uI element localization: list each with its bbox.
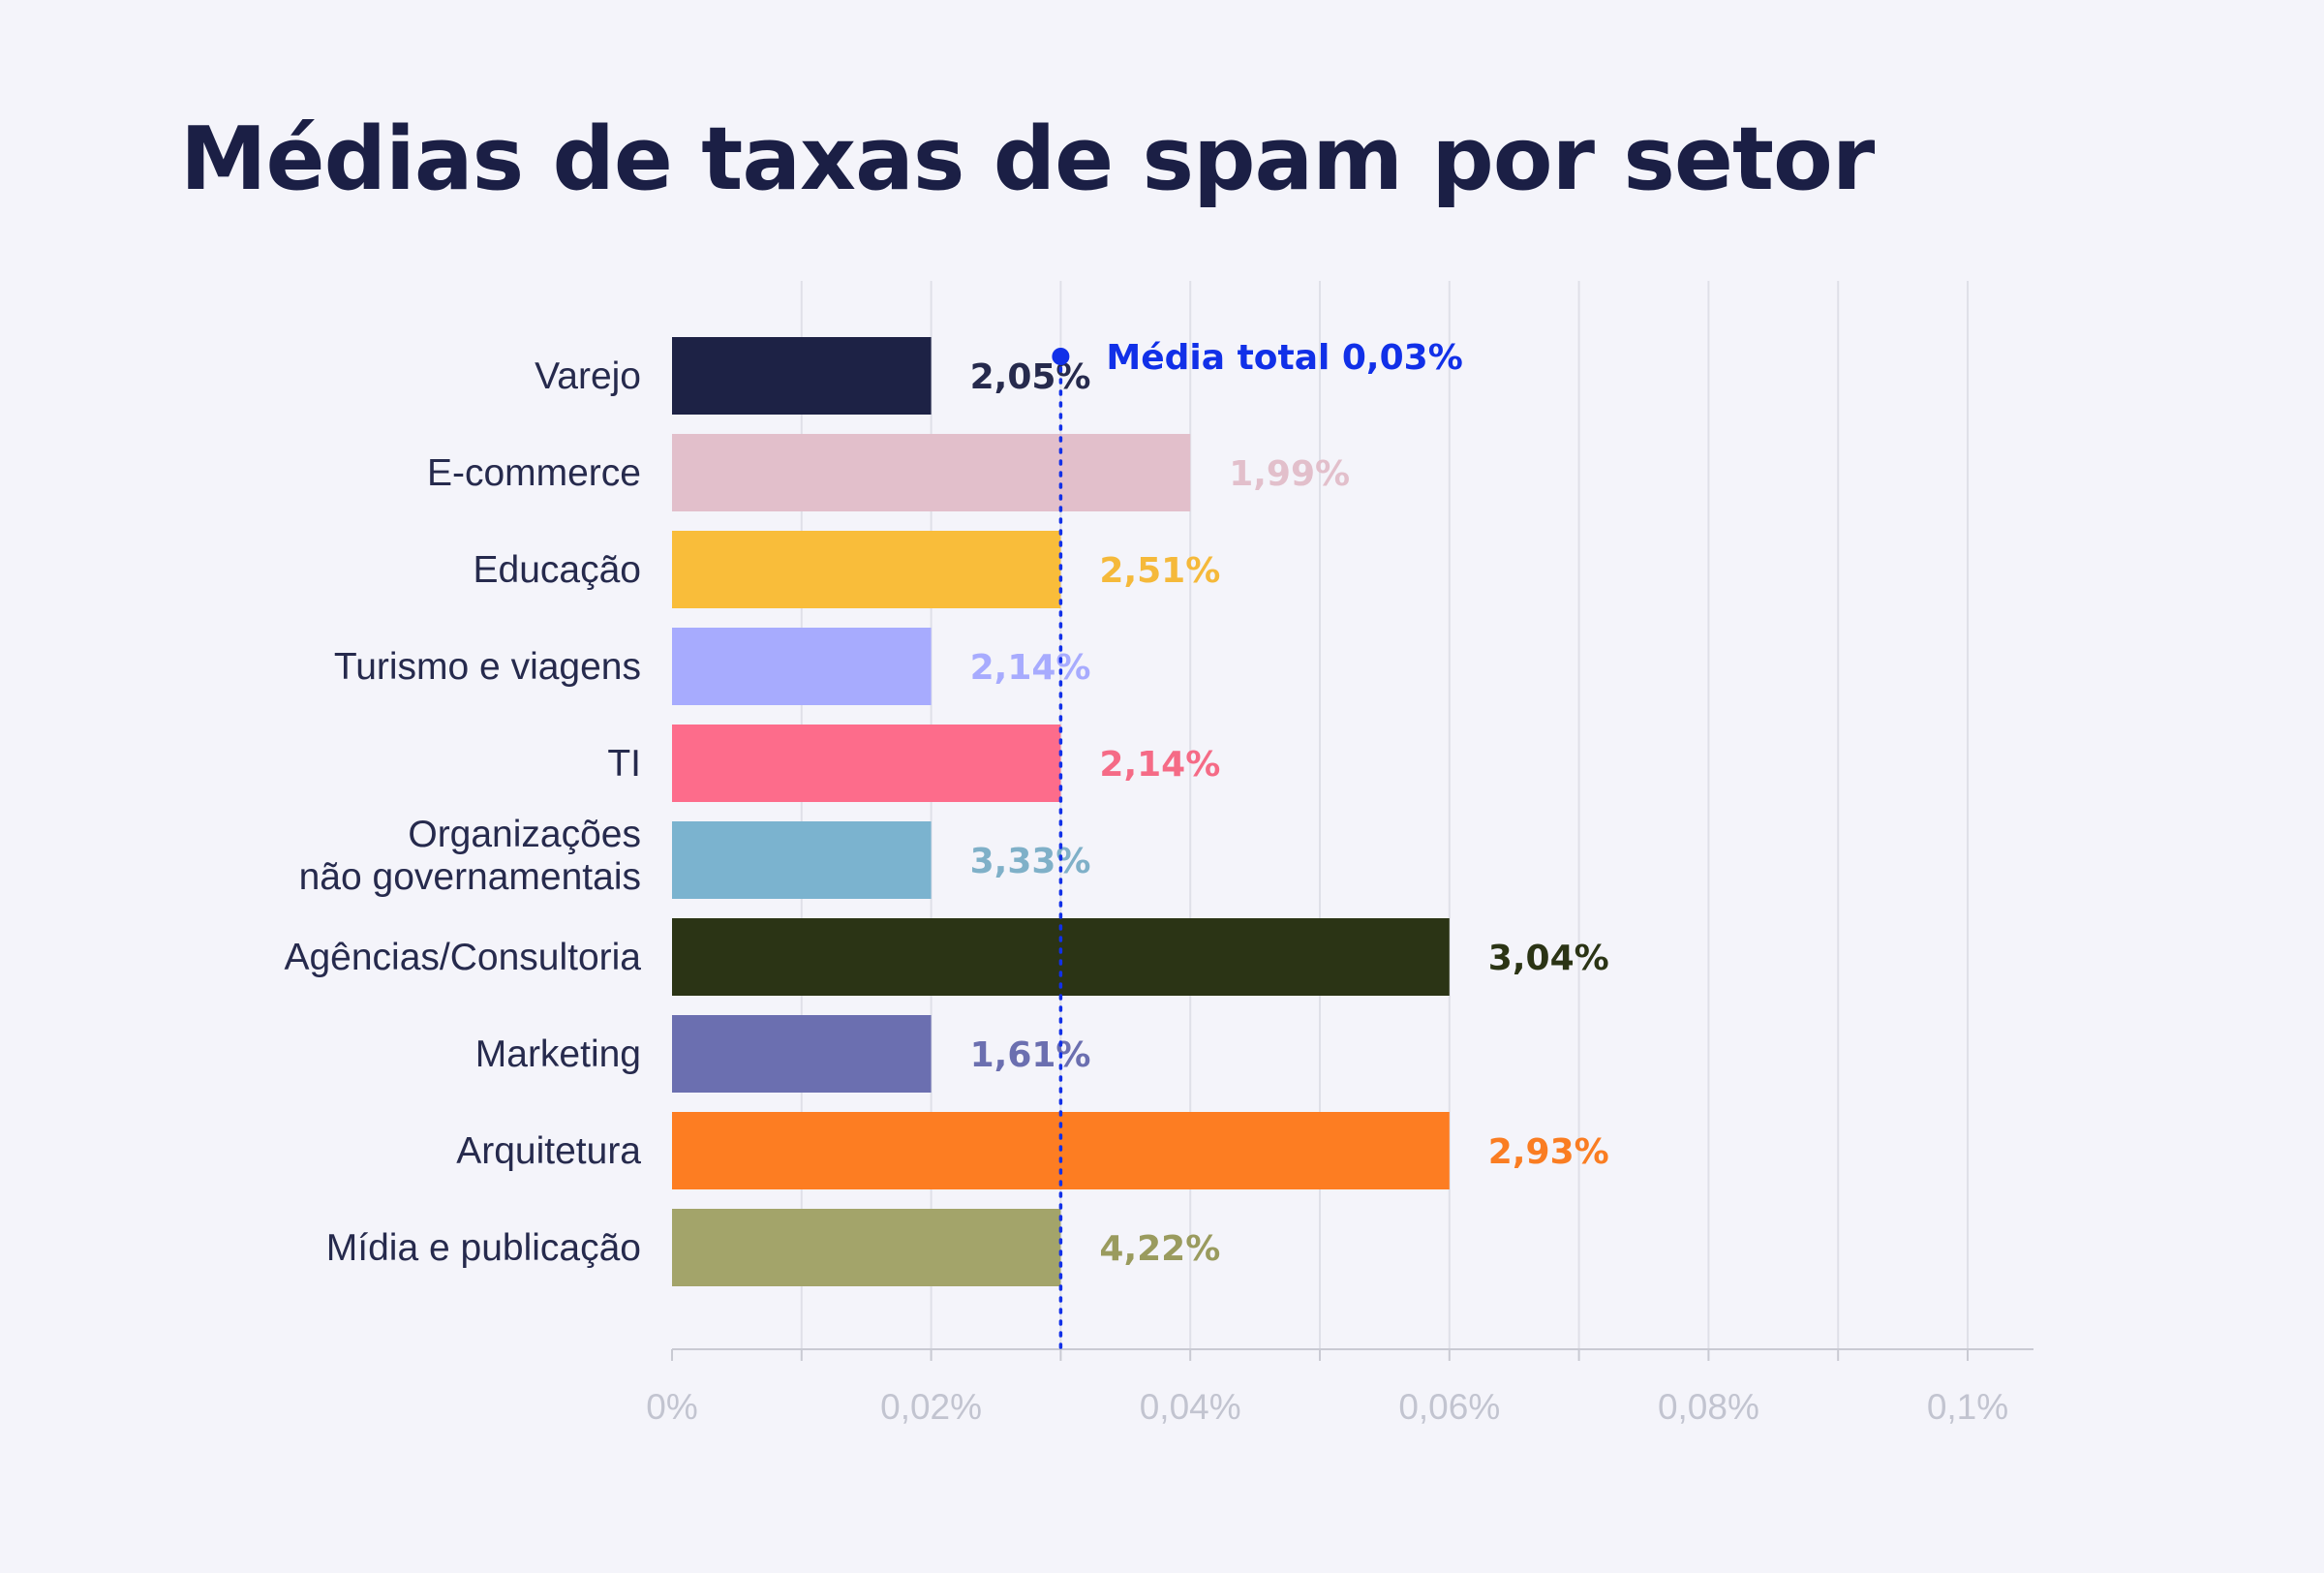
bar <box>672 725 1061 802</box>
category-label: TI <box>607 743 641 785</box>
x-tick-label: 0,08% <box>1658 1387 1759 1427</box>
x-tick-label: 0,02% <box>880 1387 982 1427</box>
category-label: Arquitetura <box>456 1130 641 1172</box>
bar <box>672 337 932 415</box>
category-label: Varejo <box>535 355 641 397</box>
category-label-line: Organizações <box>408 814 641 855</box>
data-label: 3,33% <box>970 842 1091 881</box>
data-label: 2,05% <box>970 357 1091 397</box>
average-label: Média total 0,03% <box>1106 338 1462 378</box>
category-label: Mídia e publicação <box>326 1227 641 1269</box>
bar <box>672 821 932 899</box>
bar <box>672 434 1191 511</box>
average-marker <box>1052 348 1070 365</box>
x-tick-label: 0,06% <box>1398 1387 1500 1427</box>
category-label: E-commerce <box>427 452 641 494</box>
chart-title: Médias de taxas de spam por setor <box>180 108 1875 210</box>
category-label: Agências/Consultoria <box>284 937 641 978</box>
x-tick-label: 0,1% <box>1927 1387 2008 1427</box>
bar <box>672 628 932 705</box>
category-label: Marketing <box>475 1033 641 1075</box>
data-label: 2,14% <box>970 648 1091 688</box>
data-label: 1,99% <box>1229 454 1350 494</box>
bar <box>672 1015 932 1093</box>
data-label: 4,22% <box>1099 1229 1220 1269</box>
data-label: 2,93% <box>1488 1132 1609 1172</box>
category-label: Organizações não governamentais <box>299 814 641 898</box>
bar <box>672 531 1061 608</box>
category-label: Educação <box>474 549 641 591</box>
x-tick-label: 0% <box>646 1387 697 1427</box>
x-tick-label: 0,04% <box>1140 1387 1241 1427</box>
bar <box>672 1209 1061 1286</box>
data-label: 2,14% <box>1099 745 1220 785</box>
data-label: 2,51% <box>1099 551 1220 591</box>
data-label: 1,61% <box>970 1035 1091 1075</box>
data-label: 3,04% <box>1488 939 1609 978</box>
category-label-line: não governamentais <box>299 856 641 898</box>
category-label: Turismo e viagens <box>334 646 641 688</box>
